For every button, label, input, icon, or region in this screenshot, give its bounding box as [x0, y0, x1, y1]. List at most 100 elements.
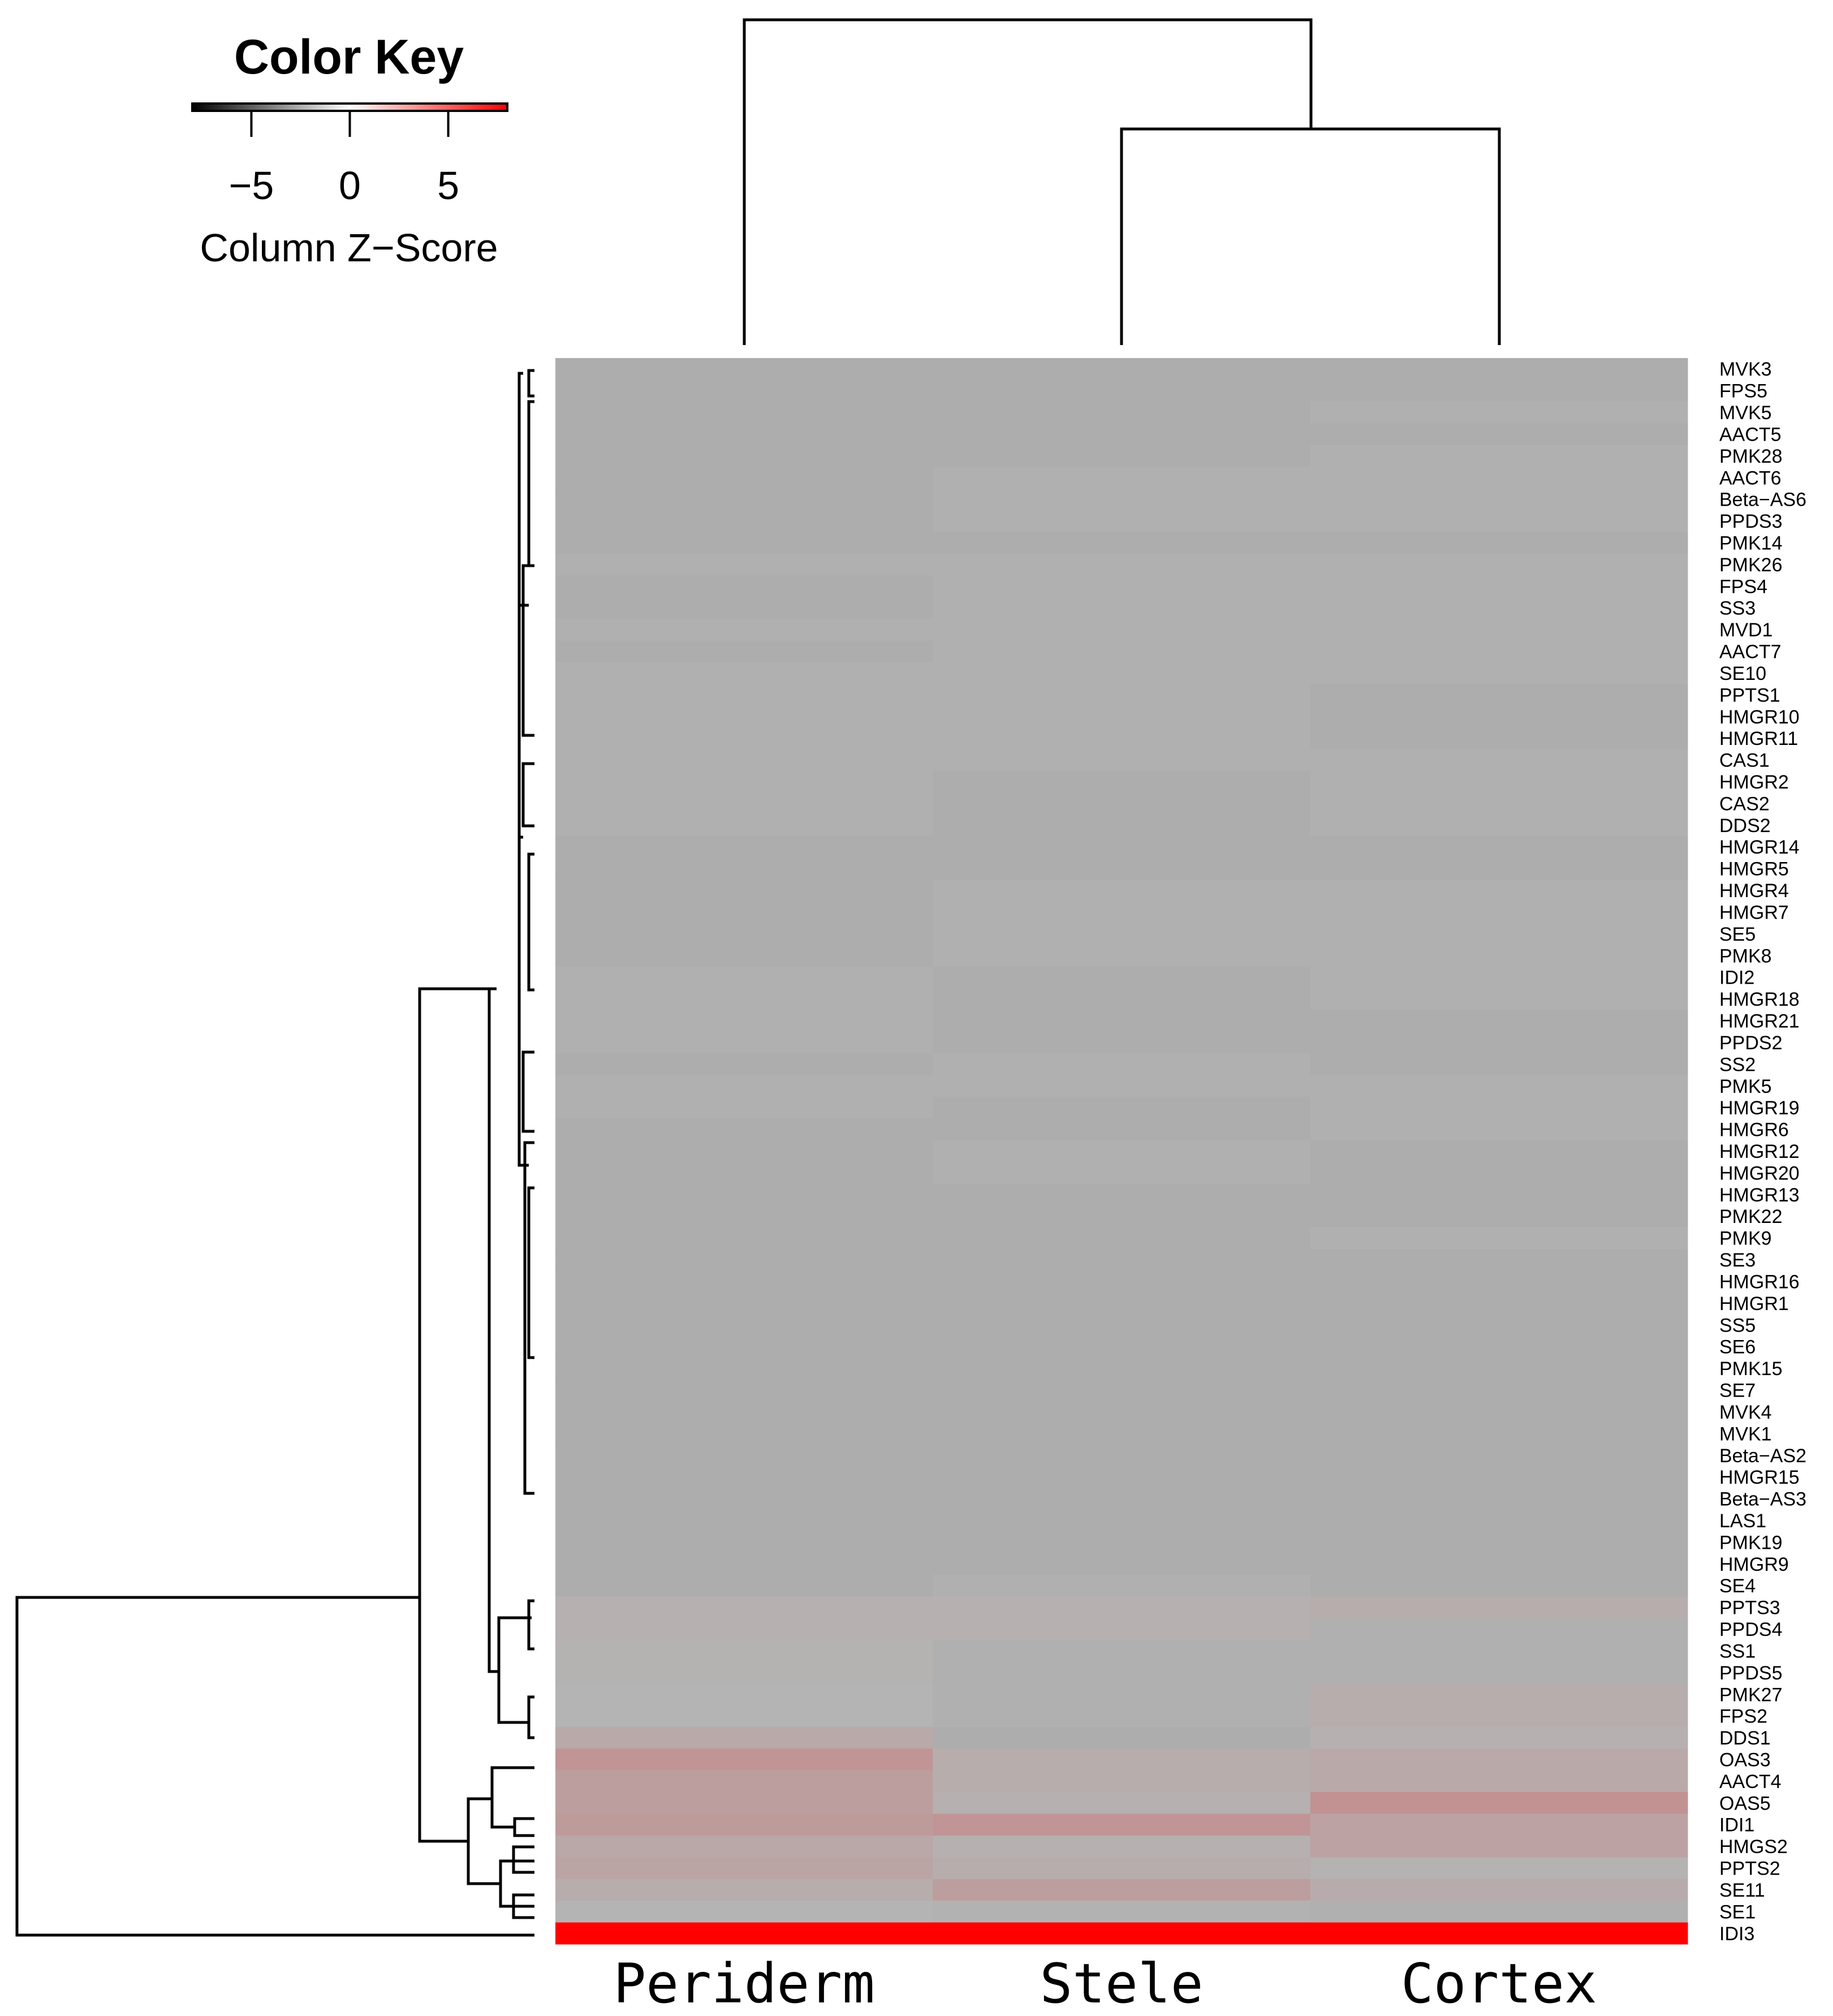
heatmap-cell	[933, 358, 1311, 380]
heatmap-cell	[555, 1640, 933, 1662]
heatmap-cell	[1310, 749, 1688, 772]
heatmap-cell	[933, 1488, 1311, 1510]
row-label: MVK3	[1719, 359, 1772, 380]
row-label: SE11	[1719, 1880, 1765, 1901]
heatmap-cell	[933, 1336, 1311, 1358]
row-label: Beta−AS3	[1719, 1489, 1806, 1510]
heatmap-cell	[555, 966, 933, 989]
heatmap-cell	[555, 988, 933, 1010]
heatmap-cell	[555, 1270, 933, 1293]
heatmap-cell	[1310, 1401, 1688, 1423]
row-label: CAS1	[1719, 750, 1770, 772]
heatmap-cell	[555, 1031, 933, 1054]
heatmap-cell	[933, 640, 1311, 663]
row-label: IDI3	[1719, 1923, 1754, 1945]
heatmap-cell	[1310, 640, 1688, 663]
heatmap-cell	[1310, 1922, 1688, 1945]
heatmap-cell	[933, 662, 1311, 684]
row-label: AACT6	[1719, 467, 1782, 489]
column-label: Cortex	[1401, 1952, 1597, 2015]
row-label: FPS2	[1719, 1706, 1767, 1728]
heatmap-cell	[1310, 553, 1688, 576]
heatmap-cell	[933, 467, 1311, 489]
heatmap-cell	[555, 662, 933, 684]
heatmap-cell	[555, 1162, 933, 1184]
heatmap-cell	[555, 1336, 933, 1358]
heatmap-cell	[555, 1292, 933, 1315]
heatmap-cell	[1310, 858, 1688, 880]
heatmap-cell	[1310, 1618, 1688, 1640]
heatmap-cell	[555, 1075, 933, 1097]
row-label: HMGR18	[1719, 989, 1800, 1010]
heatmap-cell	[933, 1466, 1311, 1488]
row-label: PMK27	[1719, 1684, 1783, 1705]
heatmap-cell	[1310, 1248, 1688, 1271]
heatmap-cell	[933, 1227, 1311, 1250]
row-label: HMGR14	[1719, 837, 1800, 858]
row-label: PPDS4	[1719, 1619, 1783, 1640]
color-key-tick-label: 5	[437, 163, 459, 208]
heatmap-cell	[1310, 727, 1688, 749]
heatmap-cell	[933, 1140, 1311, 1162]
heatmap-cell	[555, 1618, 933, 1640]
heatmap-cell	[1310, 1379, 1688, 1402]
heatmap-cell	[933, 1835, 1311, 1858]
heatmap-cell	[555, 1357, 933, 1380]
heatmap-cell	[555, 923, 933, 945]
heatmap-cell	[1310, 966, 1688, 989]
heatmap-cell	[555, 1661, 933, 1684]
heatmap-cell	[933, 1053, 1311, 1076]
row-label: PPTS2	[1719, 1858, 1780, 1880]
heatmap-cell	[1310, 945, 1688, 967]
heatmap-cell	[555, 1444, 933, 1467]
heatmap-cell	[555, 1466, 933, 1488]
heatmap-cell	[933, 684, 1311, 707]
row-label: SS1	[1719, 1640, 1756, 1662]
row-label: SS3	[1719, 598, 1756, 619]
heatmap-cell	[555, 1509, 933, 1532]
row-label: PMK8	[1719, 945, 1772, 967]
heatmap-cell	[933, 988, 1311, 1010]
row-label: AACT4	[1719, 1771, 1782, 1793]
row-label: HMGS2	[1719, 1836, 1788, 1858]
heatmap-cell	[933, 575, 1311, 598]
row-label: DDS1	[1719, 1728, 1771, 1749]
heatmap-cell	[1310, 1444, 1688, 1467]
heatmap-cell	[1310, 1466, 1688, 1488]
heatmap-cell	[1310, 1423, 1688, 1445]
heatmap-cell	[933, 770, 1311, 793]
heatmap-cell	[555, 858, 933, 880]
row-label: SE3	[1719, 1250, 1756, 1271]
heatmap-cell	[555, 1857, 933, 1880]
heatmap-cell	[933, 1270, 1311, 1293]
heatmap-cell	[555, 488, 933, 511]
heatmap-cell	[555, 749, 933, 772]
heatmap-cell	[1310, 1857, 1688, 1880]
column-dendrogram	[743, 18, 1501, 345]
heatmap-cell	[1310, 532, 1688, 554]
row-label: PMK22	[1719, 1206, 1783, 1227]
row-label: FPS4	[1719, 576, 1767, 597]
heatmap-cell	[555, 1596, 933, 1619]
heatmap-cell	[1310, 988, 1688, 1010]
heatmap-cell	[1310, 423, 1688, 446]
row-label: SE4	[1719, 1575, 1756, 1597]
heatmap-cell	[1310, 662, 1688, 684]
heatmap-cell	[933, 966, 1311, 989]
heatmap-cell	[933, 923, 1311, 945]
heatmap-cell	[933, 1031, 1311, 1054]
heatmap-cell	[1310, 1575, 1688, 1597]
heatmap-cell	[933, 1531, 1311, 1554]
heatmap-cell	[555, 1748, 933, 1771]
heatmap-cell	[555, 445, 933, 467]
heatmap-cell	[1310, 705, 1688, 728]
heatmap-cell	[1310, 1314, 1688, 1336]
row-label: PMK28	[1719, 446, 1783, 467]
row-label: AACT7	[1719, 641, 1782, 663]
heatmap-cell	[933, 1357, 1311, 1380]
heatmap-cell	[933, 380, 1311, 402]
row-label: HMGR1	[1719, 1293, 1789, 1315]
heatmap-cell	[933, 1292, 1311, 1315]
heatmap-cell	[1310, 1531, 1688, 1554]
heatmap-cell	[933, 1813, 1311, 1836]
